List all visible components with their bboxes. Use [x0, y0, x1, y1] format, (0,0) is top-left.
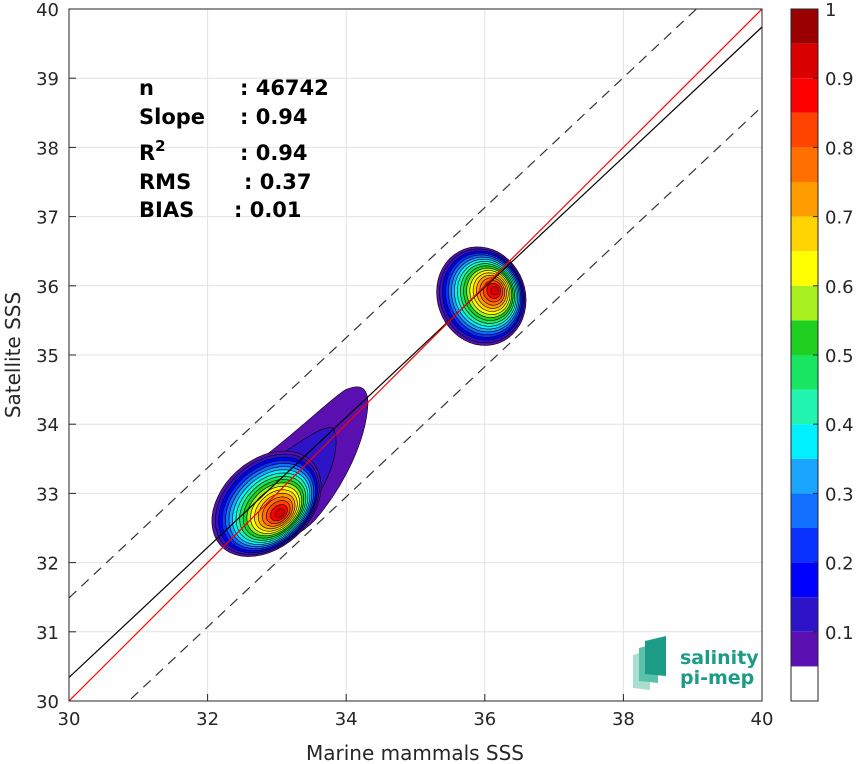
- upper-bound-line: [69, 9, 698, 599]
- colorbar-segment: [791, 493, 818, 528]
- colorbar-segment: [791, 216, 818, 252]
- x-axis-label: Marine mammals SSS: [306, 741, 524, 764]
- colorbar-segment: [791, 597, 818, 632]
- y-tick-label: 33: [36, 484, 59, 505]
- salinity-pimep-logo: salinity pi-mep: [633, 636, 759, 690]
- y-tick-label: 39: [36, 69, 59, 90]
- colorbar-segment: [791, 389, 818, 425]
- colorbar-tick-label: 0.2: [825, 554, 854, 575]
- colorbar-tick-label: 0.7: [825, 208, 854, 229]
- colorbar-tick-label: 0.1: [825, 623, 854, 644]
- colorbar-segment: [791, 78, 818, 113]
- colorbar-segment: [791, 424, 818, 459]
- colorbar-tick-label: 0.9: [825, 69, 854, 90]
- y-tick-label: 38: [36, 138, 59, 159]
- x-tick-label: 38: [612, 709, 635, 730]
- colorbar-segment: [791, 355, 818, 390]
- colorbar-segment: [791, 528, 818, 563]
- colorbar-segment: [791, 666, 818, 701]
- colorbar-tick-label: 0.4: [825, 415, 854, 436]
- colorbar-tick-label: 0.8: [825, 138, 854, 159]
- logo-line1: salinity: [680, 647, 759, 669]
- colorbar-segment: [791, 182, 818, 217]
- stat-label-bias: BIAS: [139, 198, 194, 222]
- stat-label-n: n: [139, 76, 154, 100]
- colorbar-segment: [791, 285, 818, 321]
- x-tick-label: 30: [58, 709, 81, 730]
- grid-lines: [69, 9, 762, 701]
- lower-bound-line: [127, 106, 762, 701]
- colorbar-tick-label: 0.5: [825, 346, 854, 367]
- colorbar-segment: [791, 251, 818, 286]
- colorbar-segment: [791, 631, 818, 667]
- y-tick-label: 37: [36, 208, 59, 229]
- stat-value-r2: : 0.94: [240, 141, 308, 165]
- y-axis-label: Satellite SSS: [1, 292, 25, 418]
- y-tick-labels: 30 31 32 33 34 35 36 37 38 39 40: [36, 0, 76, 713]
- fit-line: [69, 26, 762, 678]
- colorbar-segment: [791, 9, 818, 44]
- colorbar-segment: [791, 147, 818, 182]
- x-tick-label: 36: [473, 709, 496, 730]
- stat-superscript: 2: [155, 137, 165, 155]
- colorbar-tick-label: 0.3: [825, 484, 854, 505]
- reference-lines: [69, 9, 762, 701]
- stat-value-bias: : 0.01: [234, 198, 302, 222]
- stat-value-rms: : 0.37: [244, 170, 312, 194]
- stats-box: n : 46742 Slope : 0.94 R2 : 0.94 RMS : 0.37 BIAS…: [139, 76, 329, 222]
- colorbar: 0.1 0.2 0.3 0.4 0.5 0.6 0.7 0.8 0.9 1: [790, 0, 854, 702]
- stat-value-slope: : 0.94: [240, 105, 308, 129]
- density-contour: [274, 508, 285, 519]
- y-tick-label: 34: [36, 415, 59, 436]
- colorbar-segment: [791, 112, 818, 148]
- x-tick-label: 34: [335, 709, 358, 730]
- y-tick-label: 32: [36, 554, 59, 575]
- colorbar-segment: [791, 320, 818, 355]
- logo-line2: pi-mep: [680, 667, 754, 689]
- density-clusters: [211, 246, 527, 557]
- density-contour: [490, 286, 499, 295]
- y-tick-label: 30: [36, 692, 59, 713]
- x-tick-label: 40: [751, 709, 774, 730]
- y-tick-label: 35: [36, 346, 59, 367]
- y-tick-label: 40: [36, 0, 59, 21]
- stat-label-r2: R2: [139, 137, 166, 165]
- stat-label-slope: Slope: [139, 105, 205, 129]
- y-tick-label: 31: [36, 623, 59, 644]
- x-tick-label: 32: [196, 709, 219, 730]
- colorbar-segment: [791, 43, 818, 79]
- colorbar-tick-label: 0.6: [825, 277, 854, 298]
- colorbar-segment: [791, 562, 818, 598]
- stat-value-n: : 46742: [240, 76, 329, 100]
- identity-line: [69, 9, 762, 701]
- colorbar-segment: [791, 458, 818, 494]
- y-tick-label: 36: [36, 277, 59, 298]
- wave-logo-icon: [633, 636, 666, 690]
- colorbar-tick-label: 1: [825, 0, 836, 21]
- stat-label-rms: RMS: [139, 170, 191, 194]
- x-tick-labels: 30 32 34 36 38 40: [58, 694, 774, 730]
